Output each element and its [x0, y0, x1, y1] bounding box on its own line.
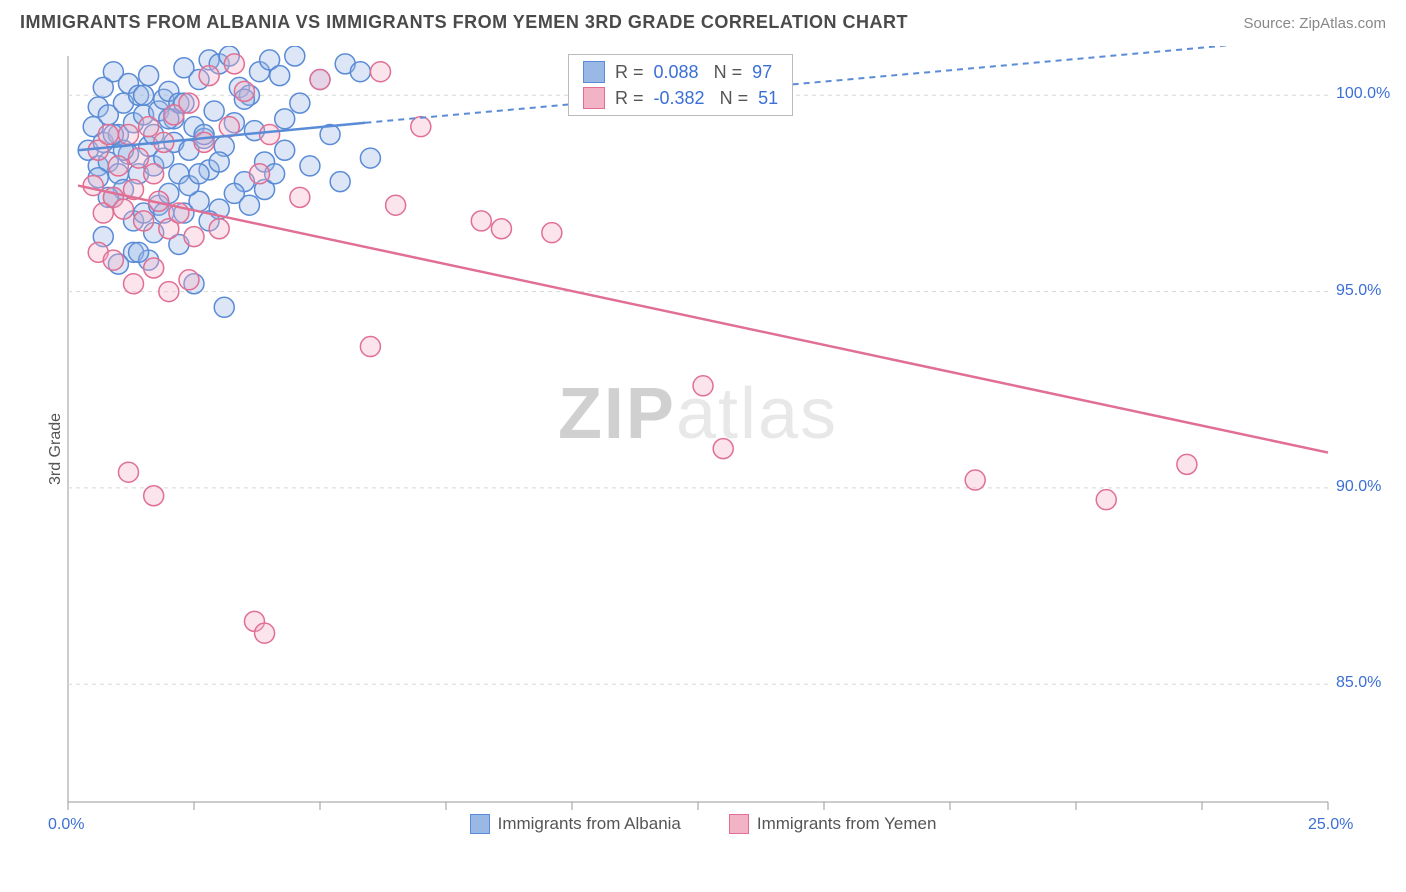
y-tick-label: 95.0% — [1336, 282, 1384, 300]
chart-header: IMMIGRANTS FROM ALBANIA VS IMMIGRANTS FR… — [0, 0, 1406, 41]
legend-swatch-icon — [583, 61, 605, 83]
legend-swatch-icon — [470, 814, 490, 834]
x-tick-label: 0.0% — [48, 816, 84, 834]
stat-legend-row: R = 0.088 N = 97 — [583, 61, 778, 83]
legend-item: Immigrants from Yemen — [729, 814, 937, 834]
stat-legend-row: R = -0.382 N = 51 — [583, 87, 778, 109]
y-tick-label: 85.0% — [1336, 674, 1384, 692]
legend-label: Immigrants from Yemen — [757, 814, 937, 834]
stat-legend-text: R = -0.382 N = 51 — [615, 88, 778, 109]
legend-item: Immigrants from Albania — [470, 814, 681, 834]
chart-title: IMMIGRANTS FROM ALBANIA VS IMMIGRANTS FR… — [20, 12, 908, 33]
y-tick-label: 90.0% — [1336, 478, 1384, 496]
x-tick-label: 25.0% — [1308, 816, 1353, 834]
plot-area: 3rd Grade ZIPatlas R = 0.088 N = 97R = -… — [20, 46, 1386, 852]
scatter-chart — [20, 46, 1388, 832]
legend-label: Immigrants from Albania — [498, 814, 681, 834]
stat-legend: R = 0.088 N = 97 R = -0.382 N = 51 — [568, 54, 793, 116]
series-legend: Immigrants from Albania Immigrants from Y… — [20, 814, 1386, 834]
legend-swatch-icon — [729, 814, 749, 834]
y-tick-label: 100.0% — [1336, 85, 1384, 103]
chart-source: Source: ZipAtlas.com — [1243, 15, 1386, 32]
legend-swatch-icon — [583, 87, 605, 109]
stat-legend-text: R = 0.088 N = 97 — [615, 62, 772, 83]
